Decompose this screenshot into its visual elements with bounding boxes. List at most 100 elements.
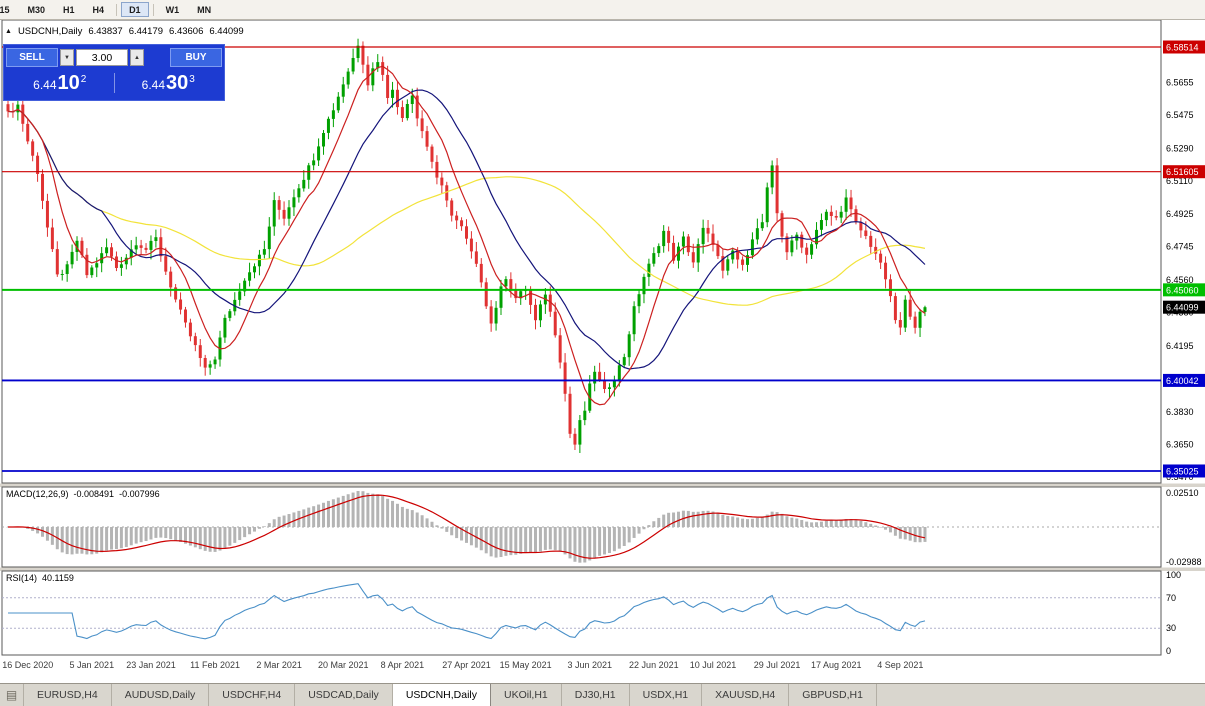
- date-label: 3 Jun 2021: [567, 660, 612, 670]
- date-label: 22 Jun 2021: [629, 660, 679, 670]
- chart-list-icon: ▤: [0, 684, 24, 706]
- date-label: 15 May 2021: [500, 660, 552, 670]
- ma-fast-line: [7, 65, 926, 406]
- date-label: 27 Apr 2021: [442, 660, 491, 670]
- svg-text:6.51605: 6.51605: [1166, 167, 1199, 177]
- buy-button[interactable]: BUY: [170, 48, 222, 67]
- one-click-trading-panel: SELL ▼ ▲ BUY 6.44 10 2 6.44 30 3: [3, 44, 225, 101]
- date-label: 5 Jan 2021: [70, 660, 115, 670]
- ohlc-low: 6.43606: [169, 26, 204, 37]
- date-label: 2 Mar 2021: [256, 660, 302, 670]
- tab-ukoil-h1[interactable]: UKOil,H1: [491, 684, 562, 706]
- tab-usdx-h1[interactable]: USDX,H1: [630, 684, 703, 706]
- macd-name: MACD(12,26,9): [6, 489, 69, 499]
- date-label: 8 Apr 2021: [381, 660, 425, 670]
- ma-slow-line: [7, 108, 926, 306]
- price-tag-6.40042: 6.40042: [1163, 373, 1205, 387]
- price-tag-6.51605: 6.51605: [1163, 165, 1205, 179]
- timeframe-mn-button[interactable]: MN: [189, 2, 219, 17]
- volume-input[interactable]: [76, 49, 128, 66]
- price-tag-6.35025: 6.35025: [1163, 464, 1205, 478]
- date-label: 17 Aug 2021: [811, 660, 862, 670]
- macd-axis-min: -0.02988: [1166, 557, 1202, 567]
- ohlc-close: 6.44099: [209, 26, 244, 37]
- tab-dj30-h1[interactable]: DJ30,H1: [562, 684, 630, 706]
- toolbar-separator: [116, 3, 118, 16]
- rsi-tick-100: 100: [1166, 570, 1181, 580]
- price-tick: 6.5110: [1166, 176, 1193, 186]
- price-tick: 6.5290: [1166, 143, 1194, 153]
- buy-price-display[interactable]: 6.44 30 3: [115, 73, 223, 93]
- rsi-pane-border: [1, 570, 1162, 656]
- rsi-tick-30: 30: [1166, 623, 1176, 633]
- volume-decrement-button[interactable]: ▼: [60, 49, 74, 66]
- toolbar-separator: [152, 3, 154, 16]
- rsi-tick-0: 0: [1166, 646, 1171, 656]
- svg-text:6.40042: 6.40042: [1166, 376, 1199, 386]
- timeframe-toolbar: M15 M30 H1 H4 D1 W1 MN: [0, 0, 1205, 20]
- macd-main-value: -0.008491: [73, 489, 115, 499]
- ma-mid-line: [7, 89, 926, 370]
- price-tick: 6.4745: [1166, 242, 1194, 252]
- rsi-name: RSI(14): [6, 573, 38, 583]
- timeframe-m30-button[interactable]: M30: [20, 2, 54, 17]
- svg-text:6.58514: 6.58514: [1166, 43, 1199, 53]
- macd-signal-value: -0.007996: [119, 489, 160, 499]
- price-tick: 6.3650: [1166, 439, 1194, 449]
- rsi-label: RSI(14) 40.1159: [6, 573, 79, 583]
- chart-tab-bar: ▤ EURUSD,H4 AUDUSD,Daily USDCHF,H4 USDCA…: [0, 683, 1205, 706]
- tab-usdcnh-daily[interactable]: USDCNH,Daily: [392, 684, 491, 706]
- symbol-name: USDCNH,Daily: [17, 26, 83, 37]
- buy-price-point: 3: [189, 74, 195, 85]
- timeframe-w1-button[interactable]: W1: [158, 2, 188, 17]
- one-click-collapse-icon[interactable]: ▲: [5, 28, 12, 35]
- sell-price-base: 6.44: [33, 78, 57, 92]
- timeframe-d1-button[interactable]: D1: [121, 2, 149, 17]
- macd-axis-max: 0.02510: [1166, 488, 1199, 498]
- price-tick: 6.4560: [1166, 275, 1194, 285]
- ohlc-high: 6.44179: [128, 26, 164, 37]
- tab-eurusd-h4[interactable]: EURUSD,H4: [24, 684, 112, 706]
- rsi-line: [8, 583, 926, 640]
- date-label: 11 Feb 2021: [190, 660, 240, 670]
- tab-usdcad-daily[interactable]: USDCAD,Daily: [295, 684, 393, 706]
- main-pane-border: [1, 19, 1162, 484]
- price-tag-6.44099: 6.44099: [1163, 300, 1205, 314]
- date-label: 16 Dec 2020: [2, 660, 53, 670]
- tab-usdchf-h4[interactable]: USDCHF,H4: [209, 684, 296, 706]
- price-tag-6.45060: 6.45060: [1163, 283, 1205, 297]
- date-label: 20 Mar 2021: [318, 660, 369, 670]
- date-label: 23 Jan 2021: [126, 660, 176, 670]
- buy-price-base: 6.44: [141, 78, 166, 92]
- svg-text:6.45060: 6.45060: [1166, 285, 1199, 295]
- price-tick: 6.3830: [1166, 407, 1194, 417]
- price-tag-6.58514: 6.58514: [1163, 40, 1205, 54]
- macd-signal-line: [8, 494, 926, 559]
- date-label: 10 Jul 2021: [690, 660, 737, 670]
- tab-audusd-daily[interactable]: AUDUSD,Daily: [112, 684, 210, 706]
- volume-increment-button[interactable]: ▲: [130, 49, 144, 66]
- date-label: 29 Jul 2021: [754, 660, 801, 670]
- sell-price-display[interactable]: 6.44 10 2: [6, 73, 115, 93]
- timeframe-h4-button[interactable]: H4: [85, 2, 113, 17]
- timeframe-m15-button[interactable]: M15: [0, 2, 18, 17]
- sell-price-point: 2: [80, 74, 87, 85]
- macd-label: MACD(12,26,9) -0.008491 -0.007996: [6, 489, 165, 499]
- tab-gbpusd-h1[interactable]: GBPUSD,H1: [789, 684, 877, 706]
- price-tick: 6.4195: [1166, 341, 1194, 351]
- sell-button[interactable]: SELL: [6, 48, 58, 67]
- rsi-value: 40.1159: [42, 573, 74, 583]
- ohlc-open: 6.43837: [88, 26, 123, 37]
- sell-price-pips: 10: [57, 72, 80, 94]
- price-tick: 6.4925: [1166, 209, 1194, 219]
- price-tick: 6.5655: [1166, 77, 1194, 87]
- svg-text:6.35025: 6.35025: [1166, 466, 1199, 476]
- timeframe-h1-button[interactable]: H1: [55, 2, 83, 17]
- tab-xauusd-h4[interactable]: XAUUSD,H4: [702, 684, 790, 706]
- date-label: 4 Sep 2021: [877, 660, 923, 670]
- rsi-tick-70: 70: [1166, 593, 1176, 603]
- svg-text:6.44099: 6.44099: [1166, 303, 1199, 313]
- buy-price-pips: 30: [166, 72, 189, 94]
- price-tick: 6.5475: [1166, 110, 1194, 120]
